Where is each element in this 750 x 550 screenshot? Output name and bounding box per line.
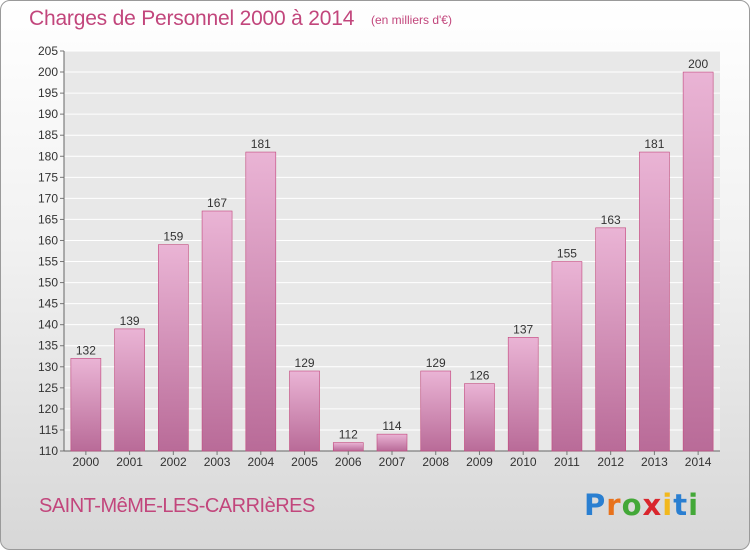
y-tick-label: 120: [38, 402, 58, 416]
x-tick-label-2001: 2001: [116, 455, 143, 469]
bar-2003: [201, 210, 233, 452]
bar-2011: [551, 261, 583, 452]
y-tick-label: 150: [38, 276, 58, 290]
y-tick-label: 130: [38, 360, 58, 374]
value-label-2006: 112: [339, 428, 358, 442]
y-tick-label: 190: [38, 107, 58, 121]
y-tick-label: 200: [38, 65, 58, 79]
bar-2006: [332, 442, 364, 452]
value-label-2008: 129: [426, 356, 446, 370]
y-tick-label: 195: [38, 86, 58, 100]
bar-2007: [376, 433, 408, 452]
value-label-2004: 181: [251, 137, 271, 151]
y-tick-label: 110: [39, 444, 58, 458]
town-name: SAINT-MêME-LES-CARRIèRES: [39, 495, 315, 517]
y-tick-label: 125: [38, 381, 58, 395]
value-label-2013: 181: [644, 137, 664, 151]
value-label-2014: 200: [688, 57, 708, 71]
chart-title: Charges de Personnel 2000 à 2014: [29, 7, 355, 30]
y-tick-label: 165: [38, 212, 58, 226]
x-tick-label-2007: 2007: [379, 455, 406, 469]
bar-2014: [682, 71, 714, 452]
bar-2004: [245, 151, 277, 452]
proxiti-logo: Proxiti: [584, 488, 699, 522]
x-tick-label-2003: 2003: [204, 455, 231, 469]
value-label-2005: 129: [295, 356, 315, 370]
value-label-2007: 114: [382, 419, 401, 433]
logo-letter: i: [688, 488, 700, 522]
y-tick-label: 115: [39, 423, 58, 437]
y-tick-label: 135: [38, 339, 58, 353]
value-label-2000: 132: [76, 343, 96, 357]
x-tick-label-2006: 2006: [335, 455, 362, 469]
x-tick-label-2008: 2008: [422, 455, 449, 469]
bar-2010: [507, 337, 539, 452]
y-tick-label: 170: [38, 191, 58, 205]
y-tick-label: 175: [38, 170, 58, 184]
bar-2005: [289, 370, 320, 452]
y-tick-label: 140: [38, 318, 58, 332]
y-tick-label: 205: [38, 44, 58, 58]
bar-2008: [420, 370, 452, 452]
logo-letter: t: [673, 488, 689, 522]
y-tick-label: 155: [38, 255, 58, 269]
logo-letter: P: [584, 488, 607, 522]
chart-subtitle: (en milliers d'€): [371, 13, 452, 27]
bar-2013: [639, 151, 670, 452]
x-tick-label-2004: 2004: [247, 455, 274, 469]
logo-letter: x: [642, 488, 663, 522]
x-tick-label-2009: 2009: [466, 455, 493, 469]
value-label-2009: 126: [469, 369, 489, 383]
x-tick-label-2011: 2011: [554, 455, 580, 469]
value-label-2011: 155: [557, 247, 577, 261]
bar-2009: [464, 383, 495, 452]
bar-2012: [595, 227, 626, 452]
value-label-2003: 167: [207, 196, 227, 210]
value-label-2002: 159: [163, 230, 183, 244]
x-tick-label-2014: 2014: [685, 455, 712, 469]
x-tick-label-2010: 2010: [510, 455, 537, 469]
value-label-2001: 139: [120, 314, 140, 328]
x-tick-label-2012: 2012: [597, 455, 624, 469]
y-tick-label: 160: [38, 233, 58, 247]
x-tick-label-2013: 2013: [641, 455, 668, 469]
logo-letter: i: [662, 488, 674, 522]
x-tick-label-2005: 2005: [291, 455, 318, 469]
logo-letter: o: [621, 488, 643, 522]
value-label-2010: 137: [513, 322, 533, 336]
bar-2000: [70, 358, 102, 452]
bar-2002: [158, 244, 189, 452]
x-tick-label-2002: 2002: [160, 455, 187, 469]
value-label-2012: 163: [601, 213, 621, 227]
x-tick-label-2000: 2000: [73, 455, 100, 469]
y-tick-label: 145: [38, 297, 58, 311]
y-tick-label: 185: [38, 128, 58, 142]
bar-2001: [114, 328, 145, 452]
logo-letter: r: [606, 488, 622, 522]
y-tick-label: 180: [38, 149, 58, 163]
